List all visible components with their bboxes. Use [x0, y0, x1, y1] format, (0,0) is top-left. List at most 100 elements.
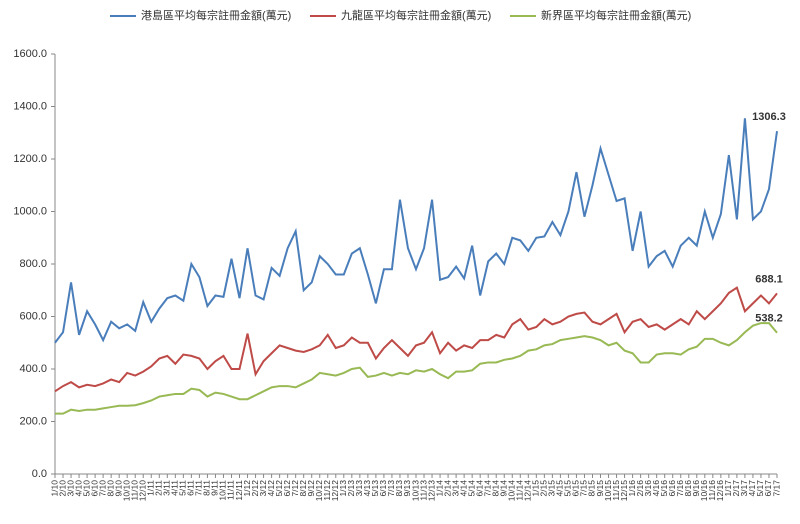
x-tick-label: 1/10 — [49, 480, 59, 497]
x-tick-label: 11/11 — [226, 480, 236, 500]
x-tick-label: 5/16 — [659, 480, 669, 497]
x-tick-label: 10/12 — [314, 480, 324, 502]
x-tick-label: 1/13 — [338, 480, 348, 497]
x-tick-label: 8/15 — [587, 480, 597, 497]
x-tick-label: 6/14 — [474, 480, 484, 497]
line — [55, 322, 778, 415]
x-tick-label: 9/16 — [691, 480, 701, 497]
x-tick-label: 12/14 — [523, 480, 533, 502]
x-tick-label: 7/13 — [386, 480, 396, 497]
x-tick-label: 7/11 — [194, 480, 204, 496]
x-tick-label: 7/15 — [579, 480, 589, 497]
x-tick-label: 7/17 — [771, 480, 781, 497]
x-tick-label: 12/13 — [426, 480, 436, 502]
x-tick-label: 9/15 — [595, 480, 605, 497]
x-tick-label: 2/13 — [346, 480, 356, 497]
x-tick-label: 1/17 — [723, 480, 733, 497]
x-tick-label: 3/13 — [354, 480, 364, 497]
y-tick-label: 400.0 — [19, 363, 47, 375]
x-tick-label: 7/14 — [482, 480, 492, 497]
legend-label: 港島區平均每宗註冊金額(萬元) — [141, 8, 291, 22]
y-tick-label: 1200.0 — [13, 153, 47, 165]
end-label: 688.1 — [755, 273, 783, 285]
x-tick-label: 4/16 — [651, 480, 661, 497]
x-tick-label: 5/14 — [466, 480, 476, 497]
x-tick-label: 2/17 — [731, 480, 741, 497]
x-tick-label: 2/16 — [635, 480, 645, 497]
x-tick-label: 4/17 — [747, 480, 757, 497]
x-tick-label: 9/13 — [402, 480, 412, 497]
x-tick-label: 8/12 — [298, 480, 308, 497]
y-tick-label: 1600.0 — [13, 48, 47, 60]
x-tick-label: 10/11 — [218, 480, 228, 501]
x-tick-label: 4/11 — [170, 480, 180, 496]
x-tick-label: 5/10 — [81, 480, 91, 497]
x-tick-label: 10/16 — [699, 480, 709, 502]
x-tick-label: 12/16 — [715, 480, 725, 502]
x-tick-label: 3/15 — [547, 480, 557, 497]
x-tick-label: 10/10 — [121, 480, 131, 502]
x-tick-label: 4/15 — [555, 480, 565, 497]
x-tick-label: 9/10 — [113, 480, 123, 497]
x-tick-label: 9/11 — [210, 480, 220, 496]
x-tick-label: 5/12 — [274, 480, 284, 497]
x-tick-label: 10/14 — [507, 480, 517, 502]
x-tick-label: 3/16 — [643, 480, 653, 497]
y-tick-label: 0.0 — [32, 468, 47, 480]
x-tick-label: 11/12 — [322, 480, 332, 501]
x-tick-label: 3/10 — [65, 480, 75, 497]
x-tick-label: 3/14 — [450, 480, 460, 497]
x-tick-label: 1/16 — [627, 480, 637, 497]
x-tick-label: 2/15 — [539, 480, 549, 497]
x-tick-label: 6/13 — [378, 480, 388, 497]
x-tick-label: 6/12 — [282, 480, 292, 497]
x-tick-label: 2/14 — [442, 480, 452, 497]
x-tick-label: 11/15 — [611, 480, 621, 501]
x-tick-label: 6/16 — [667, 480, 677, 497]
x-tick-label: 11/14 — [515, 480, 525, 501]
y-tick-label: 600.0 — [19, 310, 47, 322]
x-tick-label: 11/13 — [418, 480, 428, 501]
x-tick-label: 5/13 — [370, 480, 380, 497]
line — [54, 118, 778, 344]
x-tick-label: 4/14 — [458, 480, 468, 497]
x-tick-label: 12/10 — [137, 480, 147, 502]
x-tick-label: 8/13 — [394, 480, 404, 497]
x-tick-label: 2/12 — [250, 480, 260, 497]
x-tick-label: 5/11 — [178, 480, 188, 496]
x-tick-label: 7/12 — [290, 480, 300, 497]
x-tick-label: 8/10 — [105, 480, 115, 497]
x-tick-label: 4/10 — [73, 480, 83, 497]
x-tick-label: 1/15 — [531, 480, 541, 497]
y-tick-label: 1000.0 — [13, 205, 47, 217]
x-tick-label: 11/10 — [129, 480, 139, 501]
x-tick-label: 3/11 — [162, 480, 172, 496]
x-tick-label: 6/11 — [186, 480, 196, 496]
end-label: 538.2 — [755, 313, 783, 325]
line — [54, 286, 778, 393]
x-tick-label: 4/13 — [362, 480, 372, 497]
end-label: 1306.3 — [752, 111, 786, 123]
x-tick-label: 9/14 — [498, 480, 508, 497]
x-tick-label: 1/12 — [242, 480, 252, 497]
x-tick-label: 3/12 — [258, 480, 268, 497]
x-tick-label: 7/16 — [675, 480, 685, 497]
x-tick-label: 12/15 — [619, 480, 629, 502]
y-tick-label: 200.0 — [19, 415, 47, 427]
x-tick-label: 10/15 — [603, 480, 613, 502]
x-tick-label: 3/17 — [739, 480, 749, 497]
y-tick-label: 800.0 — [19, 258, 47, 270]
x-tick-label: 8/14 — [490, 480, 500, 497]
x-tick-label: 5/15 — [563, 480, 573, 497]
legend-label: 新界區平均每宗註冊金額(萬元) — [541, 8, 691, 22]
x-tick-label: 2/11 — [154, 480, 164, 496]
x-tick-label: 6/15 — [571, 480, 581, 497]
x-tick-label: 1/14 — [434, 480, 444, 497]
x-tick-label: 12/11 — [234, 480, 244, 501]
x-tick-label: 5/17 — [755, 480, 765, 497]
x-tick-label: 12/12 — [330, 480, 340, 502]
y-tick-label: 1400.0 — [13, 100, 47, 112]
x-tick-label: 4/12 — [266, 480, 276, 497]
